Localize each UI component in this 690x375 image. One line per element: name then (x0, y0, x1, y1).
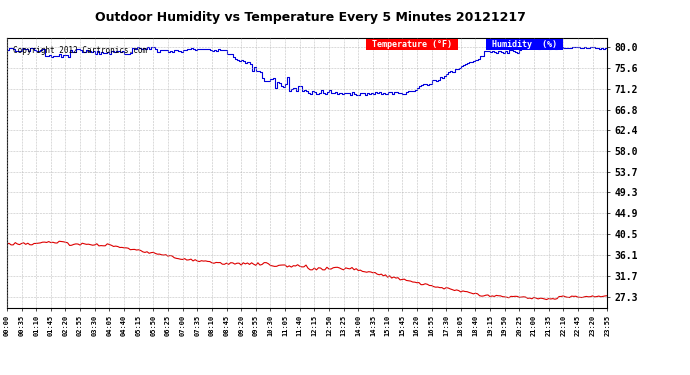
Text: Outdoor Humidity vs Temperature Every 5 Minutes 20121217: Outdoor Humidity vs Temperature Every 5 … (95, 11, 526, 24)
Text: Temperature (°F): Temperature (°F) (367, 40, 457, 49)
Text: Humidity  (%): Humidity (%) (487, 40, 562, 49)
Text: Copyright 2012 Cartronics.com: Copyright 2012 Cartronics.com (13, 46, 147, 55)
